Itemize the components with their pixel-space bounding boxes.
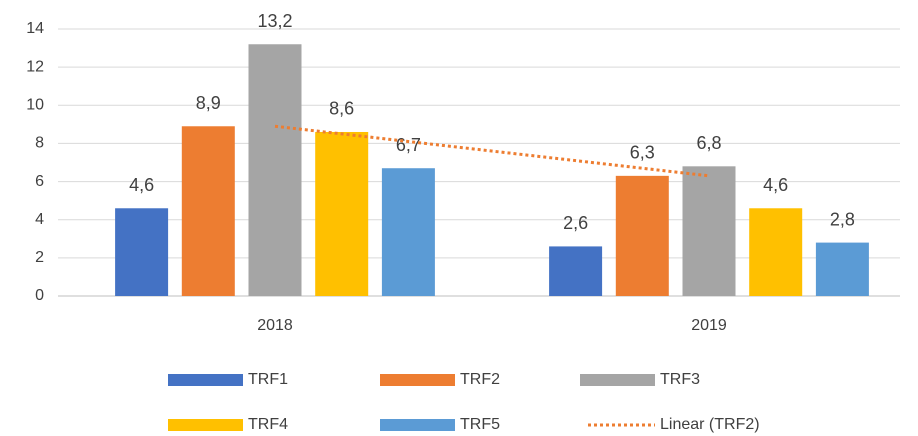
bar	[315, 131, 369, 296]
bar	[248, 44, 302, 296]
legend-label: TRF5	[460, 416, 500, 433]
data-label: 8,9	[196, 93, 221, 113]
y-tick-label: 2	[35, 249, 44, 266]
x-tick-label: 2018	[257, 317, 293, 334]
legend-label: TRF4	[248, 416, 288, 433]
x-tick-label: 2019	[691, 317, 727, 334]
y-tick-label: 14	[26, 20, 44, 37]
y-tick-label: 10	[26, 97, 44, 114]
bar	[749, 208, 803, 296]
legend-label: TRF3	[660, 371, 700, 388]
legend-swatch	[168, 374, 243, 386]
y-tick-label: 0	[35, 287, 44, 304]
legend-label: TRF1	[248, 371, 288, 388]
bar	[615, 175, 669, 296]
legend-swatch	[580, 374, 655, 386]
bar	[682, 166, 736, 296]
bar	[181, 126, 235, 296]
legend-swatch	[168, 419, 243, 431]
data-label: 13,2	[257, 11, 292, 31]
data-label: 6,8	[696, 133, 721, 153]
legend-label: Linear (TRF2)	[660, 416, 760, 433]
bar	[381, 168, 435, 296]
y-tick-label: 6	[35, 173, 44, 190]
data-label: 2,6	[563, 213, 588, 233]
data-label: 6,3	[630, 143, 655, 163]
legend-swatch	[380, 419, 455, 431]
bar	[115, 208, 169, 296]
legend-swatch	[380, 374, 455, 386]
bar	[549, 246, 603, 296]
data-label: 6,7	[396, 135, 421, 155]
trendline	[274, 124, 710, 178]
y-tick-label: 8	[35, 135, 44, 152]
y-tick-label: 12	[26, 58, 44, 75]
y-tick-label: 4	[35, 211, 44, 228]
data-label: 8,6	[329, 99, 354, 119]
data-label: 4,6	[129, 175, 154, 195]
legend-label: TRF2	[460, 371, 500, 388]
data-label: 2,8	[830, 209, 855, 229]
data-label: 4,6	[763, 175, 788, 195]
bar	[815, 242, 869, 296]
